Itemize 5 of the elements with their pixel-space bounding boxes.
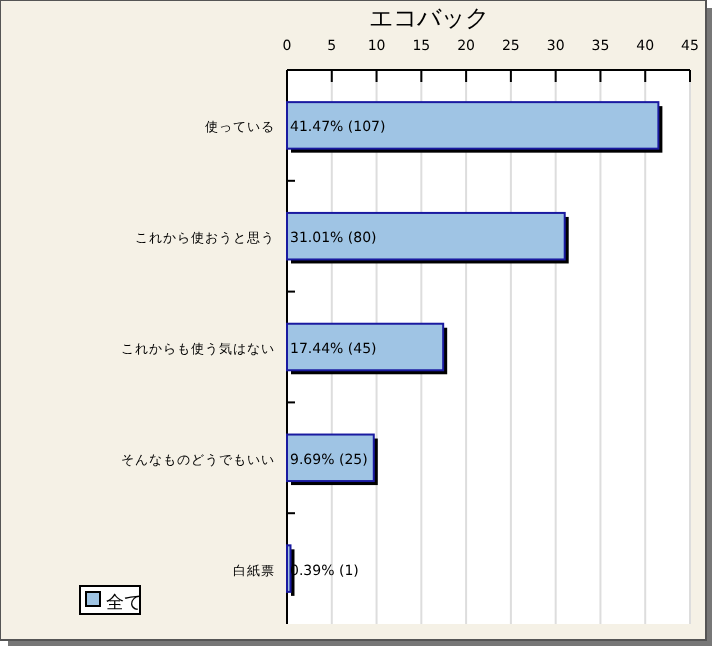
chart-title: エコバック: [368, 4, 489, 32]
bar: [286, 322, 445, 372]
bar: [286, 101, 660, 150]
bar: [286, 211, 566, 261]
legend-label: 全て: [106, 592, 142, 614]
